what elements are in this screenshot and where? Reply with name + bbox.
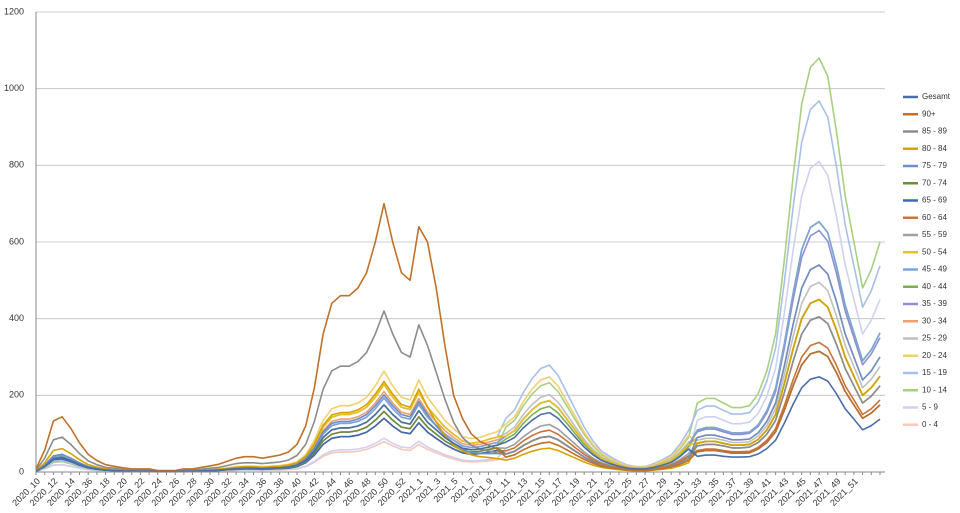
- series-line: [35, 350, 881, 473]
- series-line: [35, 57, 881, 473]
- y-tick-label: 0: [19, 466, 24, 476]
- series-line: [35, 220, 881, 473]
- legend-label: 85 - 89: [922, 127, 947, 136]
- legend-label: 30 - 34: [922, 316, 947, 325]
- legend: Gesamt 90+ 85 - 89 80 - 84 75 - 79 70 - 74 65 …: [903, 92, 951, 429]
- legend-label: 90+: [922, 109, 936, 118]
- y-tick-label: 600: [9, 236, 24, 246]
- legend-label: 50 - 54: [922, 247, 947, 256]
- legend-label: 65 - 69: [922, 196, 947, 205]
- legend-label: 35 - 39: [922, 299, 947, 308]
- legend-label: 75 - 79: [922, 161, 947, 170]
- legend-label: 20 - 24: [922, 351, 947, 360]
- series-line: [35, 220, 881, 473]
- legend-label: 40 - 44: [922, 282, 947, 291]
- legend-label: 15 - 19: [922, 368, 947, 377]
- legend-label: 45 - 49: [922, 265, 947, 274]
- y-tick-label: 400: [9, 313, 24, 323]
- series-line: [35, 264, 881, 473]
- legend-label: 80 - 84: [922, 144, 947, 153]
- legend-label: 70 - 74: [922, 178, 947, 187]
- y-tick-label: 200: [9, 390, 24, 400]
- series-line: [35, 376, 881, 473]
- legend-label: 0 - 4: [922, 420, 939, 429]
- series-line: [35, 160, 881, 473]
- y-tick-label: 1000: [4, 83, 24, 93]
- y-tick-label: 800: [9, 160, 24, 170]
- series-line: [35, 202, 881, 472]
- legend-label: 55 - 59: [922, 230, 947, 239]
- legend-label: 60 - 64: [922, 213, 947, 222]
- series-line: [35, 350, 881, 473]
- legend-label: 25 - 29: [922, 334, 947, 343]
- legend-label: 10 - 14: [922, 385, 947, 394]
- series-line: [35, 100, 881, 473]
- legend-label: Gesamt: [922, 92, 951, 101]
- y-tick-label: 1200: [4, 6, 24, 16]
- legend-label: 5 - 9: [922, 403, 939, 412]
